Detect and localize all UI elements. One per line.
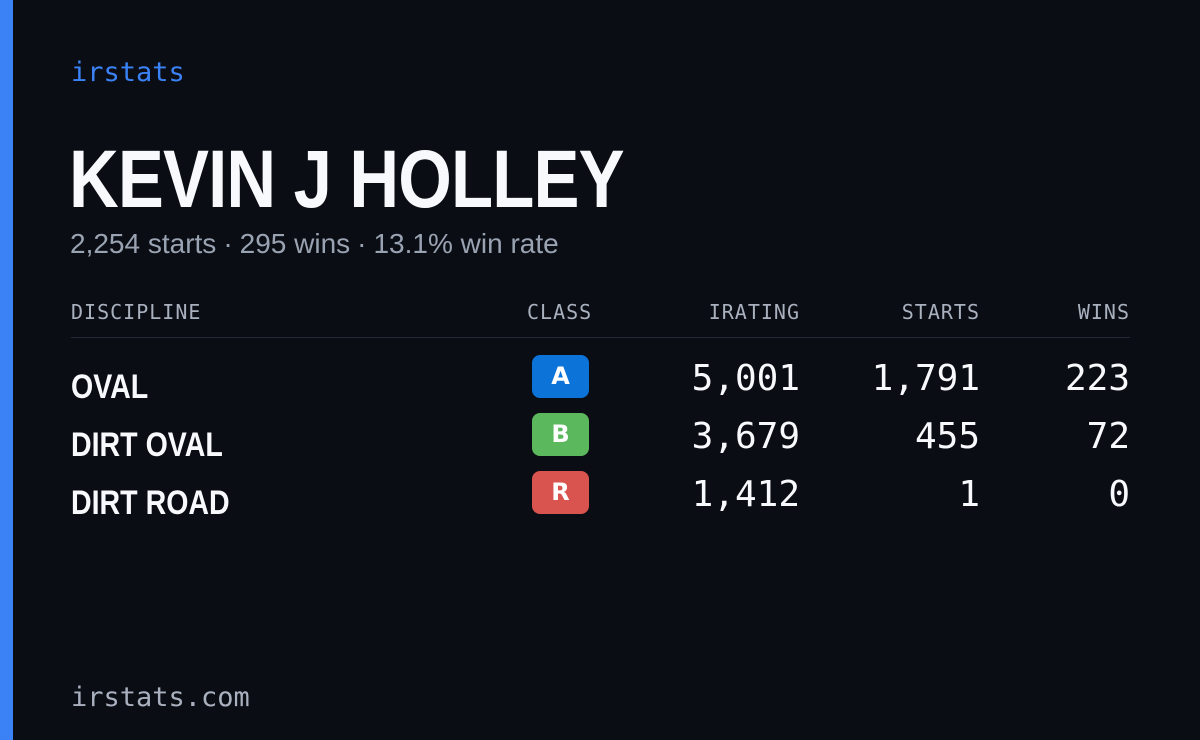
header-class: CLASS xyxy=(527,300,593,324)
summary-separator: · xyxy=(223,228,233,259)
footer-site-link[interactable]: irstats.com xyxy=(71,682,250,713)
player-summary: 2,254 starts · 295 wins · 13.1% win rate xyxy=(70,226,559,262)
header-irating: IRATING xyxy=(708,300,800,324)
stats-table: DISCIPLINE CLASS IRATING STARTS WINS OVA… xyxy=(71,296,1130,529)
table-row: DIRT ROAD R 1,412 1 0 xyxy=(71,471,1130,529)
summary-separator: · xyxy=(357,228,367,259)
row-discipline: OVAL xyxy=(71,368,149,406)
row-starts: 1,791 xyxy=(871,358,980,399)
header-wins: WINS xyxy=(1077,300,1130,324)
header-discipline: DISCIPLINE xyxy=(71,300,202,324)
row-wins: 223 xyxy=(1064,358,1130,399)
table-row: DIRT OVAL B 3,679 455 72 xyxy=(71,413,1130,471)
row-discipline: DIRT ROAD xyxy=(71,484,230,522)
row-starts: 1 xyxy=(958,474,980,515)
summary-starts: 2,254 starts xyxy=(70,228,217,259)
player-name: KEVIN J HOLLEY xyxy=(69,134,625,225)
class-badge: B xyxy=(532,413,589,456)
summary-win-rate: 13.1% win rate xyxy=(373,228,559,259)
class-badge: R xyxy=(532,471,589,514)
brand-logo-text: irstats xyxy=(71,57,185,88)
row-irating: 5,001 xyxy=(691,358,800,399)
row-starts: 455 xyxy=(914,416,980,457)
table-header: DISCIPLINE CLASS IRATING STARTS WINS xyxy=(71,296,1130,338)
row-wins: 0 xyxy=(1108,474,1130,515)
class-badge: A xyxy=(532,355,589,398)
table-body: OVAL A 5,001 1,791 223 DIRT OVAL B 3,679… xyxy=(71,355,1130,529)
table-row: OVAL A 5,001 1,791 223 xyxy=(71,355,1130,413)
row-discipline: DIRT OVAL xyxy=(71,426,223,464)
row-irating: 1,412 xyxy=(691,474,800,515)
row-irating: 3,679 xyxy=(691,416,800,457)
header-starts: STARTS xyxy=(901,300,980,324)
accent-bar xyxy=(0,0,13,740)
row-wins: 72 xyxy=(1086,416,1130,457)
summary-wins: 295 wins xyxy=(239,228,351,259)
